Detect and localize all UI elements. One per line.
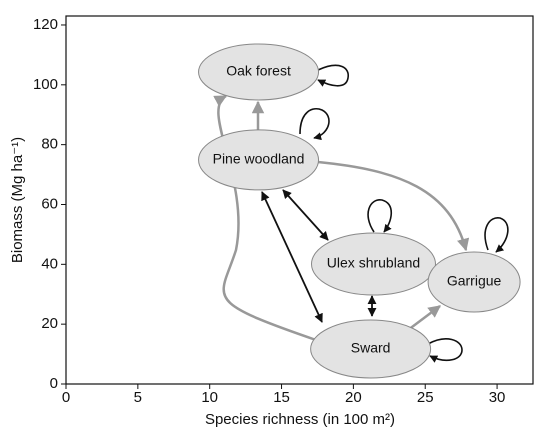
arrow	[484, 217, 509, 253]
arrow	[427, 338, 463, 363]
y-tick-label: 120	[33, 16, 58, 33]
arrow	[367, 199, 393, 233]
x-tick-label: 10	[201, 389, 218, 406]
state-node	[427, 251, 521, 313]
arrow	[407, 305, 441, 331]
x-tick-label: 15	[273, 389, 290, 406]
arrow	[282, 189, 329, 241]
y-tick-label: 80	[41, 136, 58, 153]
state-node	[198, 43, 320, 101]
node-label: Ulex shrubland	[327, 255, 420, 271]
arrow	[261, 191, 323, 323]
node-label: Garrigue	[447, 273, 502, 289]
node-label: Pine woodland	[213, 151, 305, 167]
x-tick-label: 25	[417, 389, 434, 406]
y-tick-label: 20	[41, 315, 58, 332]
y-tick-label: 0	[50, 375, 58, 392]
arrow	[317, 64, 349, 87]
x-axis-label: Species richness (in 100 m²)	[205, 411, 395, 428]
state-node	[198, 129, 320, 191]
arrow	[213, 94, 317, 342]
node-label: Sward	[351, 340, 391, 356]
x-tick-label: 0	[62, 389, 70, 406]
y-tick-label: 60	[41, 195, 58, 212]
state-node	[311, 232, 437, 296]
x-tick-label: 30	[489, 389, 506, 406]
y-tick-label: 100	[33, 76, 58, 93]
y-axis-label: Biomass (Mg ha⁻¹)	[9, 137, 26, 263]
state-node	[310, 319, 432, 379]
plot-frame	[65, 15, 534, 385]
x-tick-label: 20	[345, 389, 362, 406]
x-tick-label: 5	[134, 389, 142, 406]
y-tick-label: 40	[41, 255, 58, 272]
arrow	[299, 108, 330, 141]
node-label: Oak forest	[226, 63, 291, 79]
arrow	[317, 160, 470, 252]
